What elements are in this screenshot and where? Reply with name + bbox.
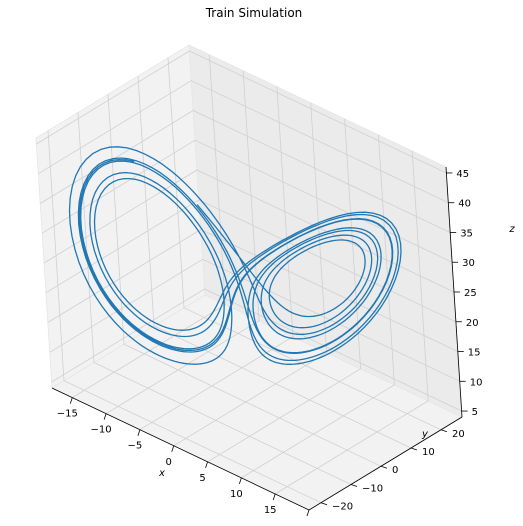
y-grid-line xyxy=(167,57,442,431)
z-grid-line xyxy=(47,229,458,352)
x-tick-label: −15 xyxy=(57,409,78,420)
series-group xyxy=(68,146,402,365)
x-tick-label: 0 xyxy=(166,457,172,468)
z-axis-label: z xyxy=(508,224,515,235)
y-tick xyxy=(410,447,418,451)
x-axis-label: x xyxy=(158,468,165,479)
x-tick xyxy=(137,429,141,436)
x-grid-line xyxy=(72,54,226,398)
z-tick-label: 20 xyxy=(466,318,479,329)
x-tick-label: −10 xyxy=(91,425,112,436)
x-grid-line xyxy=(274,150,429,495)
z-grid-line xyxy=(41,139,453,263)
y-tick xyxy=(350,484,358,487)
y-grid-line xyxy=(107,94,382,467)
z-grid-line xyxy=(51,288,462,412)
y-axis-label: y xyxy=(421,429,429,440)
x-tick xyxy=(103,413,107,420)
x-grid-line xyxy=(105,70,260,415)
y-tick-label: −20 xyxy=(332,502,353,513)
z-tick-label: 40 xyxy=(458,199,471,210)
z-tick-label: 15 xyxy=(468,348,481,359)
x-axis-line xyxy=(51,387,310,511)
x-tick-label: −5 xyxy=(128,441,143,452)
chart-title: Train Simulation xyxy=(205,6,303,20)
z-tick-label: 10 xyxy=(470,377,483,388)
x-grid-line xyxy=(207,118,362,463)
x-tick xyxy=(205,461,208,468)
z-tick-label: 5 xyxy=(472,407,478,418)
z-grid-line xyxy=(49,258,460,382)
trajectory-line xyxy=(68,146,402,365)
x-tick-label: 5 xyxy=(199,473,205,484)
y-tick xyxy=(380,465,388,469)
y-tick xyxy=(440,429,448,433)
x-grid-line xyxy=(241,134,395,479)
y-grid-line xyxy=(47,130,322,504)
z-tick-label: 45 xyxy=(456,169,469,180)
z-tick-label: 30 xyxy=(462,258,475,269)
y-tick-label: 10 xyxy=(422,447,435,458)
z-grid-line xyxy=(38,80,449,204)
y-grid-line xyxy=(137,75,412,449)
y-tick-label: 0 xyxy=(392,465,398,476)
y-tick-label: −10 xyxy=(362,483,383,494)
x-tick xyxy=(69,397,73,404)
x-tick-label: 10 xyxy=(230,489,243,500)
z-tick-label: 35 xyxy=(460,228,473,239)
x-tick xyxy=(272,493,276,501)
tick-marks xyxy=(69,172,468,517)
x-tick-label: 15 xyxy=(264,505,277,516)
y-axis-line xyxy=(308,416,463,511)
x-tick xyxy=(306,509,310,517)
y-tick xyxy=(320,502,328,506)
z-grid-line xyxy=(45,199,457,323)
x-grid-line xyxy=(173,102,328,447)
x-tick xyxy=(171,445,175,452)
x-grid-line xyxy=(139,86,294,431)
z-grid-line xyxy=(36,50,447,174)
z-tick-label: 25 xyxy=(464,288,477,299)
x-tick xyxy=(238,477,242,485)
y-tick-label: 20 xyxy=(452,429,465,440)
